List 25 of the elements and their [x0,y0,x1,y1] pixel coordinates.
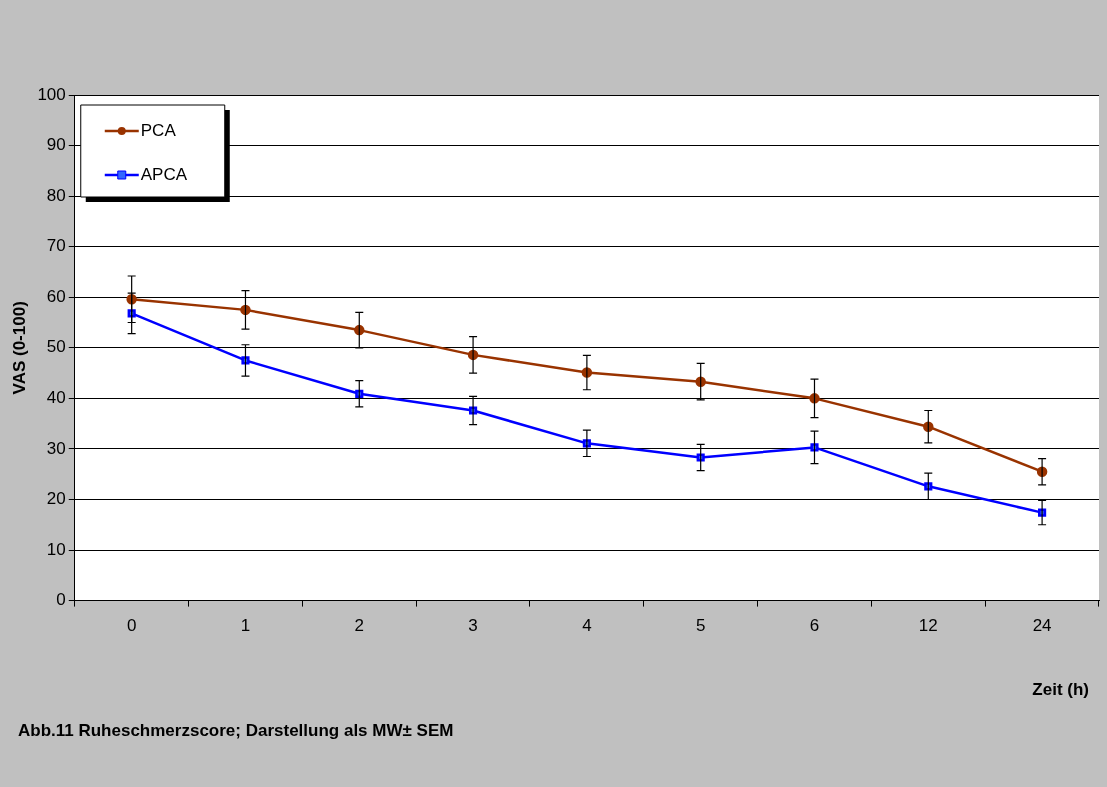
legend-label: APCA [140,164,188,184]
x-tick-label: 6 [809,616,820,636]
x-tick-label: 5 [695,616,706,636]
caption: Abb.11 Ruheschmerzscore; Darstellung als MW± SEM [18,720,454,740]
y-tick-label: 10 [46,539,66,559]
y-tick-label: 50 [46,337,66,357]
x-axis-title: Zeit (h) [1032,679,1089,699]
x-tick-label: 3 [468,616,478,636]
x-tick-label: 2 [354,616,365,636]
y-tick-label: 40 [46,388,66,408]
x-tick-label: 4 [582,616,592,636]
x-tick-label: 1 [240,616,251,636]
y-tick-label: 0 [56,590,66,610]
y-tick-label: 90 [46,135,66,155]
legend-label: PCA [140,120,177,140]
x-tick-label: 12 [918,616,938,636]
y-tick-label: 80 [46,185,66,205]
x-tick-label: 0 [126,616,137,636]
y-tick-label: 20 [46,489,66,509]
y-axis-title: VAS (0-100) [9,301,29,395]
y-tick-label: 30 [46,438,66,458]
y-tick-label: 100 [37,84,66,104]
x-tick-label: 24 [1032,616,1052,636]
y-tick-label: 70 [46,236,66,256]
y-tick-label: 60 [46,286,66,306]
